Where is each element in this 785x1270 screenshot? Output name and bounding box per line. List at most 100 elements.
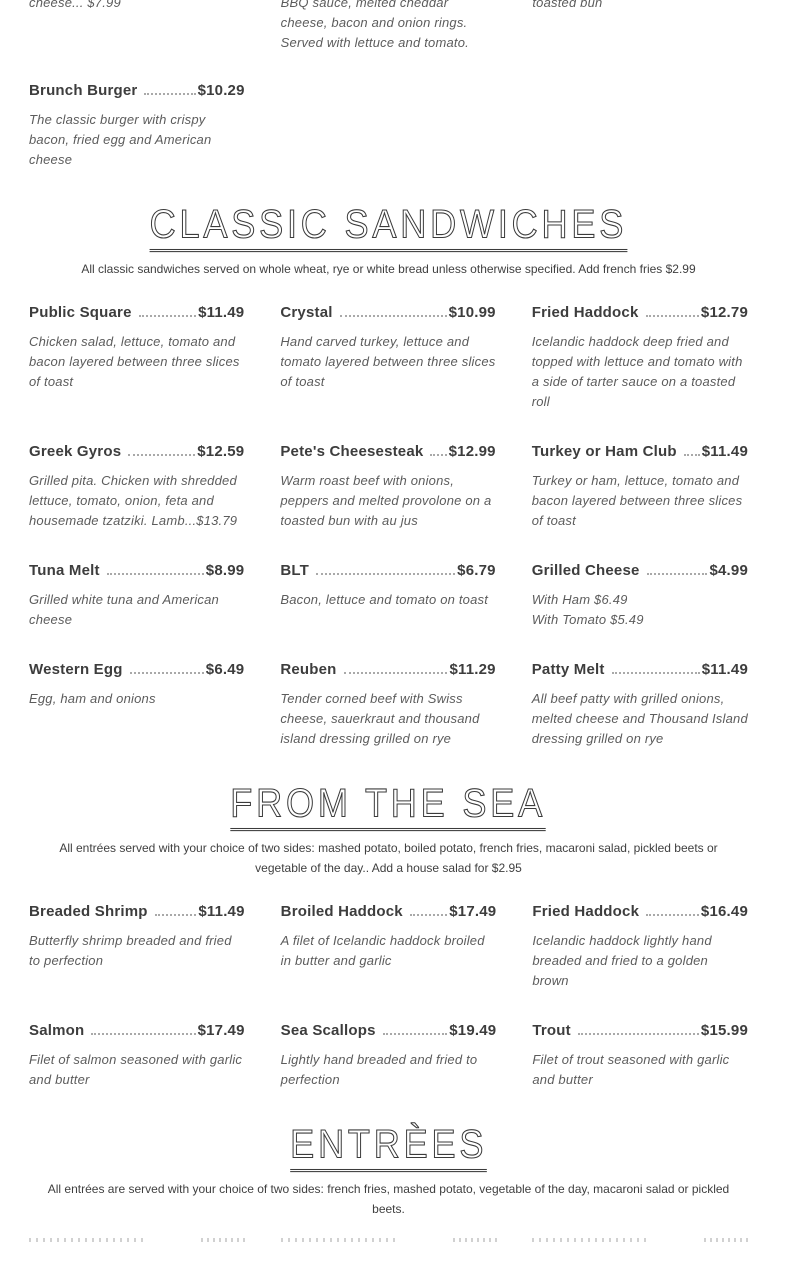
- dotted-leader: [154, 914, 197, 916]
- menu-section: ENTRÈES All entrées are served with your …: [29, 1122, 748, 1219]
- menu-item-description: cheese... $7.99: [29, 0, 121, 10]
- menu-item-description: With Ham $6.49 With Tomato $5.49: [531, 592, 644, 627]
- menu-item-header: BLT $6.79: [280, 561, 495, 581]
- menu-item: Public Square $11.49 Chicken salad, lettuc…: [29, 303, 244, 392]
- menu-item-header: Public Square $11.49: [29, 303, 244, 323]
- menu-item: Reuben $11.29 Tender corned beef with Swis…: [280, 660, 495, 749]
- menu-item-description: Icelandic haddock lightly hand breaded a…: [532, 933, 712, 988]
- menu-item-price: $8.99: [205, 562, 245, 579]
- dotted-leader: [128, 454, 196, 456]
- section-title-underline: [149, 248, 628, 253]
- menu-item-name: Breaded Shrimp: [29, 903, 148, 920]
- dotted-leader: [645, 315, 699, 317]
- dotted-leader: [683, 454, 700, 456]
- menu-item-header: Turkey or Ham Club $11.49: [532, 442, 748, 462]
- menu-item-description: Warm roast beef with onions, peppers and…: [280, 473, 492, 528]
- menu-item-header: Sea Scallops $19.49: [281, 1021, 497, 1041]
- menu-item-header: Pete's Cheesesteak $12.99: [280, 442, 495, 462]
- dotted-leader: [611, 672, 700, 674]
- dotted-leader: [144, 93, 196, 95]
- menu-item-header: Fried Haddock $16.49: [532, 902, 748, 922]
- menu-item-name: Grilled Cheese: [531, 562, 640, 579]
- menu-item: Breaded Shrimp $11.49 Butterfly shrimp bre…: [29, 902, 245, 971]
- dotted-leader: [316, 573, 456, 575]
- menu-item-header: Western Egg $6.49: [29, 660, 244, 680]
- menu-item: Greek Gyros $12.59 Grilled pita. Chicken w…: [29, 442, 244, 531]
- menu-item: Tuna Melt $8.99 Grilled white tuna and Ame…: [29, 561, 244, 630]
- section-header: CLASSIC SANDWICHES: [29, 204, 748, 253]
- menu-item-description: BBQ sauce, melted cheddar cheese, bacon …: [280, 0, 469, 50]
- menu-item: Trout $15.99 Filet of trout seasoned with …: [532, 1021, 748, 1090]
- menu-item-name: Public Square: [29, 304, 132, 321]
- dotted-leader: [646, 573, 708, 575]
- dotted-leader: [129, 672, 204, 674]
- menu-item-name: BLT: [280, 562, 309, 579]
- menu-item-price: $11.49: [198, 903, 245, 920]
- dotted-leader: [91, 1033, 196, 1035]
- menu-item-name: Turkey or Ham Club: [531, 443, 677, 460]
- menu-item: Patty Melt $11.49 All beef patty with gril…: [532, 660, 748, 749]
- section-items-grid: Breaded Shrimp $11.49 Butterfly shrimp bre…: [29, 902, 748, 1090]
- menu-item-header: Greek Gyros $12.59: [29, 442, 244, 462]
- menu-item-header: Broiled Haddock $17.49: [281, 902, 497, 922]
- menu-item-description: Bacon, lettuce and tomato on toast: [280, 592, 489, 607]
- menu-item-name: Brunch Burger: [29, 82, 138, 99]
- menu-item-price: $11.49: [198, 304, 245, 321]
- menu-item-price: $11.49: [701, 443, 748, 460]
- menu-item: Grilled Cheese $4.99 With Ham $6.49 With T…: [532, 561, 748, 630]
- menu-item-price: $6.79: [457, 562, 496, 579]
- menu-item-price: $10.29: [197, 82, 245, 99]
- section-title: FROM THE SEA: [230, 781, 547, 826]
- dotted-leader: [382, 1033, 448, 1035]
- menu-item-description: Egg, ham and onions: [29, 691, 156, 706]
- menu-item-name: Salmon: [29, 1022, 85, 1039]
- menu-item-name: Broiled Haddock: [280, 903, 403, 920]
- menu-item-name: Pete's Cheesesteak: [280, 443, 424, 460]
- menu-item-header: Fried Haddock $12.79: [532, 303, 748, 323]
- cutoff-next-row: [29, 1238, 748, 1243]
- menu-item-header: Reuben $11.29: [280, 660, 495, 680]
- menu-item-price: $11.29: [449, 661, 496, 678]
- menu-item-name: Greek Gyros: [29, 443, 122, 460]
- menu-item-price: $11.49: [701, 661, 748, 678]
- menu-item: Sea Scallops $19.49 Lightly hand breaded a…: [281, 1021, 497, 1090]
- section-title-underline: [230, 827, 547, 832]
- dotted-leader: [430, 454, 447, 456]
- menu-item-name: Reuben: [280, 661, 337, 678]
- menu-item-price: $19.49: [449, 1022, 497, 1039]
- menu-item: Turkey or Ham Club $11.49 Turkey or ham, l…: [532, 442, 748, 531]
- menu-item-header: Tuna Melt $8.99: [29, 561, 244, 581]
- menu-item-description: Filet of salmon seasoned with garlic and…: [29, 1052, 243, 1087]
- section-title: ENTRÈES: [289, 1122, 488, 1167]
- menu-section: FROM THE SEA All entrées served with your…: [29, 781, 748, 1090]
- menu-item-description: Butterfly shrimp breaded and fried to pe…: [29, 933, 232, 968]
- dotted-leader: [409, 914, 448, 916]
- menu-item-price: $16.49: [700, 903, 748, 920]
- menu-item-description: Grilled white tuna and American cheese: [29, 592, 219, 627]
- dotted-leader: [339, 315, 447, 317]
- section-subtitle: All classic sandwiches served on whole w…: [81, 262, 696, 276]
- section-header: ENTRÈES: [29, 1122, 748, 1173]
- menu-item-description: Chicken salad, lettuce, tomato and bacon…: [29, 334, 240, 389]
- menu-item-name: Crystal: [280, 304, 333, 321]
- menu-item-description: The classic burger with crispy bacon, fr…: [29, 112, 212, 167]
- menu-item-description: Turkey or ham, lettuce, tomato and bacon…: [531, 473, 743, 528]
- menu-item-price: $12.59: [197, 443, 245, 460]
- menu-item-name: Fried Haddock: [532, 903, 640, 920]
- section-subtitle: All entrées are served with your choice …: [47, 1182, 730, 1216]
- menu-item-description: Tender corned beef with Swiss cheese, sa…: [280, 691, 480, 746]
- menu-item-price: $12.79: [700, 304, 748, 321]
- menu-item-description: Hand carved turkey, lettuce and tomato l…: [280, 334, 496, 389]
- menu-item-price: $4.99: [709, 562, 748, 579]
- menu-item-description: Lightly hand breaded and fried to perfec…: [280, 1052, 478, 1087]
- menu-item-description: Grilled pita. Chicken with shredded lett…: [29, 473, 238, 528]
- menu-item-price: $17.49: [449, 903, 497, 920]
- menu-item-name: Western Egg: [29, 661, 123, 678]
- menu-item-name: Sea Scallops: [280, 1022, 376, 1039]
- section-title-underline: [289, 1168, 488, 1173]
- menu-item: Fried Haddock $12.79 Icelandic haddock dee…: [532, 303, 748, 412]
- menu-item: Crystal $10.99 Hand carved turkey, lettuce…: [280, 303, 495, 392]
- menu-item: Salmon $17.49 Filet of salmon seasoned wit…: [29, 1021, 245, 1090]
- menu-item-header: Grilled Cheese $4.99: [532, 561, 748, 581]
- menu-item: BLT $6.79 Bacon, lettuce and tomato on toa…: [280, 561, 495, 610]
